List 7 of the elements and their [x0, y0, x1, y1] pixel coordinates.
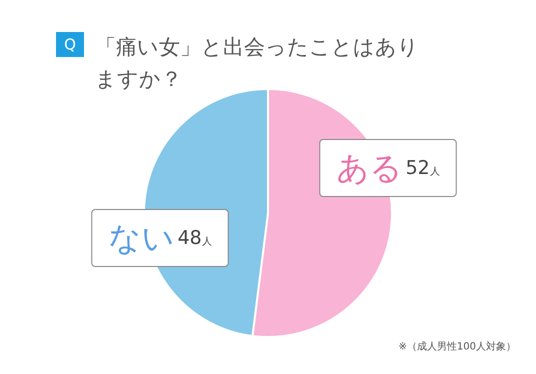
text: ※（成人男性100人対象） — [398, 340, 516, 352]
data-label: 48人 — [178, 227, 212, 249]
data-label: 52人 — [406, 157, 440, 179]
slice-label: ある — [336, 149, 402, 187]
chart-title: 「痛い女」と出会ったことはありますか？ — [95, 35, 419, 91]
text: Q — [64, 36, 76, 54]
slice-label: ない — [108, 219, 174, 257]
